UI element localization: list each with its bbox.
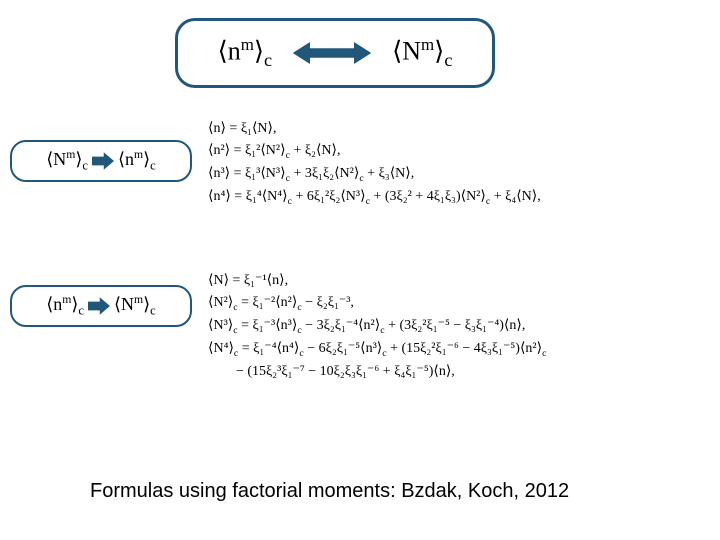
eq1-line2: ⟨n²⟩ = ξ₁²⟨N²⟩c + ξ₂⟨N⟩, <box>208 140 541 163</box>
eq2-line5: − (15ξ₂³ξ₁⁻⁷ − 10ξ₂ξ₃ξ₁⁻⁶ + ξ₄ξ₁⁻⁵)⟨n⟩, <box>208 361 546 383</box>
caption-text: Formulas using factorial moments: Bzdak,… <box>90 480 569 503</box>
right-arrow-icon <box>88 297 110 315</box>
equations-block-2: ⟨N⟩ = ξ₁⁻¹⟨n⟩, ⟨N²⟩c = ξ₁⁻²⟨n²⟩c − ξ₂ξ₁⁻… <box>208 270 546 382</box>
side1-right: ⟨nm⟩c <box>118 148 156 174</box>
top-relation-box: ⟨nm⟩c ⟨Nm⟩c <box>175 18 495 88</box>
eq2-line4: ⟨N⁴⟩c = ξ₁⁻⁴⟨n⁴⟩c − 6ξ₂ξ₁⁻⁵⟨n³⟩c + (15ξ₂… <box>208 338 546 361</box>
direction-box-2: ⟨nm⟩c ⟨Nm⟩c <box>10 285 192 327</box>
eq2-line2: ⟨N²⟩c = ξ₁⁻²⟨n²⟩c − ξ₂ξ₁⁻³, <box>208 292 546 315</box>
side2-left: ⟨nm⟩c <box>46 293 84 319</box>
eq2-line3: ⟨N³⟩c = ξ₁⁻³⟨n³⟩c − 3ξ₂ξ₁⁻⁴⟨n²⟩c + (3ξ₂²… <box>208 315 546 338</box>
eq1-line1: ⟨n⟩ = ξ₁⟨N⟩, <box>208 118 541 140</box>
eq2-line1: ⟨N⟩ = ξ₁⁻¹⟨n⟩, <box>208 270 546 292</box>
right-arrow-icon <box>92 152 114 170</box>
equations-block-1: ⟨n⟩ = ξ₁⟨N⟩, ⟨n²⟩ = ξ₁²⟨N²⟩c + ξ₂⟨N⟩, ⟨n… <box>208 118 541 209</box>
top-left-expr: ⟨nm⟩c <box>218 35 273 71</box>
double-arrow-icon <box>292 42 372 64</box>
side2-right: ⟨Nm⟩c <box>114 293 156 319</box>
side1-left: ⟨Nm⟩c <box>46 148 88 174</box>
eq1-line4: ⟨n⁴⟩ = ξ₁⁴⟨N⁴⟩c + 6ξ₁²ξ₂⟨N³⟩c + (3ξ₂² + … <box>208 186 541 209</box>
direction-box-1: ⟨Nm⟩c ⟨nm⟩c <box>10 140 192 182</box>
top-right-expr: ⟨Nm⟩c <box>392 35 452 71</box>
eq1-line3: ⟨n³⟩ = ξ₁³⟨N³⟩c + 3ξ₁ξ₂⟨N²⟩c + ξ₃⟨N⟩, <box>208 163 541 186</box>
